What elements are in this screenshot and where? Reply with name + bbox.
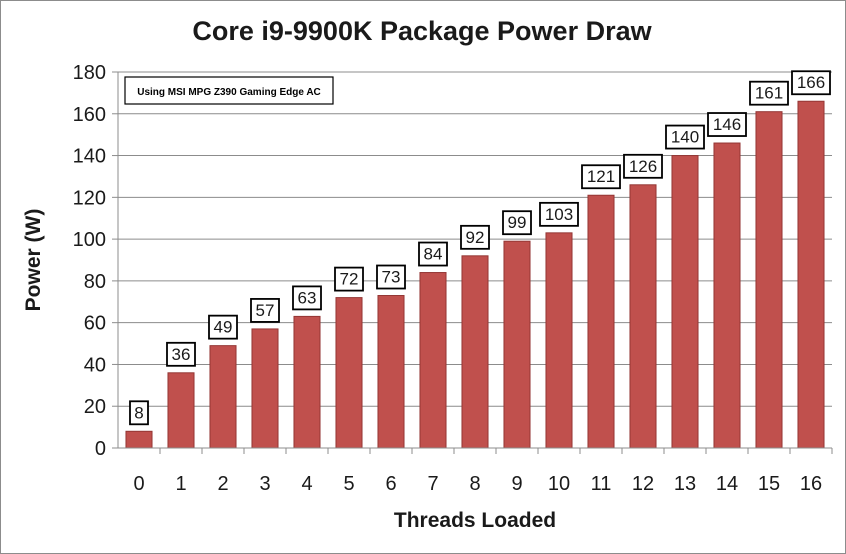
- x-tick-label: 14: [716, 473, 738, 495]
- data-label-16: 166: [791, 70, 831, 96]
- annotation-box: Using MSI MPG Z390 Gaming Edge AC: [124, 76, 334, 105]
- data-label-11: 121: [581, 164, 621, 190]
- y-tick-label: 140: [73, 146, 106, 168]
- data-label-15: 161: [749, 80, 789, 106]
- bar-16: [797, 100, 825, 449]
- data-label-14: 146: [707, 112, 747, 137]
- x-tick-label: 2: [217, 473, 228, 495]
- x-tick-label: 11: [591, 473, 612, 495]
- x-tick-label: 9: [511, 473, 522, 495]
- x-tick-label: 4: [301, 473, 312, 495]
- svg-text:166: 166: [797, 73, 825, 92]
- svg-text:84: 84: [424, 245, 443, 264]
- svg-text:8: 8: [134, 403, 143, 422]
- y-axis-title: Power (W): [22, 209, 45, 312]
- bar-4: [293, 315, 321, 449]
- y-tick-label: 180: [73, 62, 106, 84]
- svg-text:36: 36: [172, 345, 191, 364]
- data-label-3: 57: [250, 298, 280, 323]
- bar-10: [545, 232, 573, 449]
- bar-9: [503, 240, 531, 449]
- x-tick-label: 16: [800, 473, 822, 495]
- bar-11: [587, 194, 615, 449]
- svg-text:103: 103: [545, 205, 573, 224]
- bars: [125, 100, 825, 449]
- data-label-6: 73: [376, 264, 406, 290]
- y-tick-label: 20: [84, 396, 106, 418]
- svg-text:121: 121: [587, 167, 615, 186]
- bar-0: [125, 430, 153, 449]
- y-tick-labels: 0 20 40 60 80 100 120 140 160 180: [73, 62, 106, 460]
- y-tick-label: 0: [95, 438, 106, 460]
- y-tick-label: 60: [84, 313, 106, 335]
- data-label-13: 140: [665, 124, 705, 150]
- x-tick-label: 0: [133, 473, 144, 495]
- svg-text:63: 63: [298, 288, 317, 307]
- bar-6: [377, 295, 405, 449]
- x-tick-label: 15: [758, 473, 780, 495]
- data-label-8: 92: [460, 224, 490, 250]
- svg-text:92: 92: [466, 228, 485, 247]
- svg-text:161: 161: [755, 84, 783, 103]
- data-label-7: 84: [418, 241, 448, 267]
- bar-13: [671, 155, 699, 449]
- svg-text:99: 99: [508, 213, 527, 232]
- svg-text:73: 73: [382, 268, 401, 287]
- x-tick-label: 1: [175, 473, 186, 495]
- y-tick-label: 40: [84, 354, 106, 376]
- x-tick-label: 3: [259, 473, 270, 495]
- bar-3: [251, 328, 279, 449]
- bar-5: [335, 297, 363, 449]
- bar-7: [419, 272, 447, 449]
- data-label-12: 126: [623, 153, 663, 179]
- bar-8: [461, 255, 489, 449]
- svg-text:49: 49: [214, 318, 233, 337]
- bar-12: [629, 184, 657, 449]
- chart-title: Core i9-9900K Package Power Draw: [192, 16, 652, 46]
- bar-1: [167, 372, 195, 449]
- svg-text:72: 72: [340, 270, 359, 289]
- data-label-10: 103: [539, 201, 579, 227]
- y-tick-label: 160: [73, 104, 106, 126]
- bar-14: [713, 142, 741, 449]
- data-label-0: 8: [129, 400, 149, 426]
- svg-text:57: 57: [256, 301, 275, 320]
- data-label-2: 49: [208, 314, 238, 340]
- annotation-text: Using MSI MPG Z390 Gaming Edge AC: [137, 87, 321, 98]
- x-axis-title: Threads Loaded: [394, 509, 556, 532]
- x-tick-label: 13: [674, 473, 696, 495]
- y-tick-label: 80: [84, 271, 106, 293]
- x-tick-label: 12: [632, 473, 654, 495]
- data-labels: 8 36 49 57 63 72 73 84 92 99 103 121 126 140 146 161 166: [129, 70, 831, 426]
- x-tick-label: 10: [548, 473, 570, 495]
- svg-text:146: 146: [713, 115, 741, 134]
- data-label-9: 99: [502, 210, 532, 236]
- bar-2: [209, 345, 237, 449]
- y-tick-label: 120: [73, 187, 106, 209]
- data-label-5: 72: [334, 266, 364, 292]
- y-tick-label: 100: [73, 229, 106, 251]
- x-tick-label: 5: [343, 473, 354, 495]
- svg-text:140: 140: [671, 128, 699, 147]
- x-tick-labels: 0 1 2 3 4 5 6 7 8 9 10 11 12 13 14 15 16: [133, 473, 822, 495]
- x-tick-label: 7: [427, 473, 438, 495]
- svg-text:126: 126: [629, 157, 657, 176]
- data-label-1: 36: [166, 341, 196, 367]
- x-tick-label: 6: [385, 473, 396, 495]
- bar-15: [755, 111, 783, 449]
- x-tick-label: 8: [469, 473, 480, 495]
- data-label-4: 63: [292, 285, 322, 311]
